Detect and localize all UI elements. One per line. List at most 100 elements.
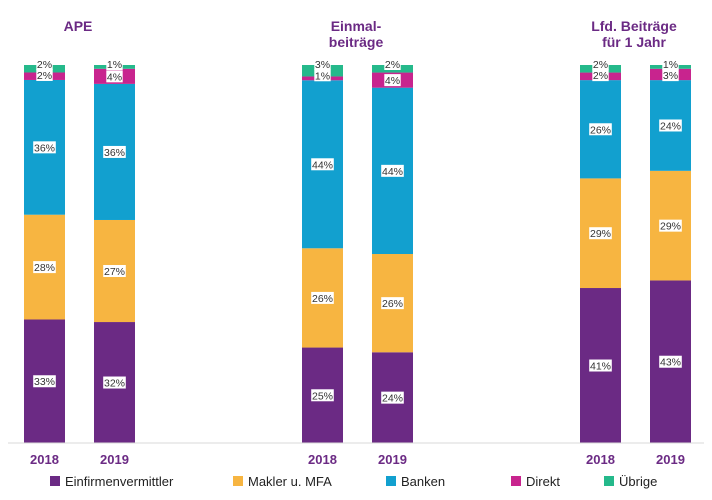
data-label-direkt-bg (384, 74, 401, 87)
data-label-makler-u-mfa-bg (381, 297, 404, 310)
data-label-banken-bg (33, 141, 56, 154)
data-label--brige-bg (314, 58, 331, 70)
group-title: Lfd. Beiträge für 1 Jahr (591, 18, 677, 50)
data-label--brige-text: 1% (663, 59, 678, 71)
data-label-makler-u-mfa: 27% (103, 265, 126, 278)
data-label-direkt-bg (36, 68, 53, 81)
data-label-direkt-bg (106, 70, 123, 83)
stacked-bar-2019: 24% 26% 44% 4% 2% (372, 58, 413, 443)
data-label--brige-text: 3% (315, 59, 330, 71)
data-label-banken-text: 24% (660, 120, 681, 132)
group-title-line: Lfd. Beiträge (591, 18, 677, 34)
data-label-einfirmenvermittler-text: 33% (34, 376, 55, 388)
data-label-einfirmenvermittler-bg (589, 359, 612, 372)
data-label-banken-bg (311, 158, 334, 171)
data-label--brige-text: 2% (37, 59, 52, 71)
data-label-makler-u-mfa-bg (659, 219, 682, 232)
data-label-direkt-bg (592, 69, 609, 82)
data-label-banken: 44% (381, 164, 404, 178)
legend: Einfirmenvermittler Makler u. MFA Banken Di… (50, 474, 657, 489)
data-label-makler-u-mfa-bg (33, 261, 56, 274)
data-label--brige: 2% (384, 58, 401, 71)
data-label-einfirmenvermittler-bg (659, 355, 682, 368)
data-label-einfirmenvermittler-text: 43% (660, 357, 681, 369)
data-label-einfirmenvermittler-text: 24% (382, 393, 403, 405)
data-label-einfirmenvermittler: 25% (311, 389, 334, 402)
data-label-banken-bg (381, 164, 404, 177)
data-label-banken: 26% (589, 123, 612, 136)
data-label--brige-bg (662, 58, 679, 70)
data-label--brige-bg (106, 58, 123, 70)
data-label-banken: 44% (311, 158, 334, 171)
data-label-makler-u-mfa: 29% (589, 227, 612, 240)
data-label-banken-bg (589, 123, 612, 136)
data-label-direkt-bg (314, 69, 331, 82)
data-label-einfirmenvermittler: 43% (659, 355, 682, 369)
legend-label: Übrige (619, 474, 657, 489)
data-label-einfirmenvermittler-bg (33, 375, 56, 388)
data-label-direkt-text: 1% (315, 70, 330, 82)
data-label-direkt: 4% (106, 70, 123, 83)
data-label-makler-u-mfa-bg (589, 227, 612, 240)
data-label-makler-u-mfa-text: 29% (590, 228, 611, 240)
data-label-einfirmenvermittler: 24% (381, 391, 404, 405)
data-label-direkt-text: 4% (385, 75, 400, 87)
x-tick-label: 2018 (586, 452, 615, 467)
data-label-banken: 24% (659, 119, 682, 132)
data-label--brige-text: 2% (593, 59, 608, 71)
legend-item-direkt: Direkt (511, 474, 560, 489)
legend-item-einfirmenvermittler: Einfirmenvermittler (50, 474, 174, 489)
x-tick-label: 2018 (30, 452, 59, 467)
data-label--brige: 2% (36, 58, 53, 71)
data-label-banken-text: 44% (312, 159, 333, 171)
data-label-makler-u-mfa-bg (311, 291, 334, 304)
legend-swatch (511, 476, 521, 486)
legend-swatch (50, 476, 60, 486)
data-label-banken: 36% (33, 141, 56, 154)
data-label-direkt-bg (662, 69, 679, 82)
legend-label: Einfirmenvermittler (65, 474, 174, 489)
data-label-makler-u-mfa-text: 28% (34, 262, 55, 274)
data-label-einfirmenvermittler-bg (311, 389, 334, 402)
data-label-banken-bg (659, 119, 682, 132)
data-label-direkt-text: 3% (663, 70, 678, 82)
data-label-makler-u-mfa-text: 26% (382, 298, 403, 310)
data-label-makler-u-mfa: 26% (311, 291, 334, 305)
data-label-direkt: 2% (36, 68, 53, 82)
legend-label: Makler u. MFA (248, 474, 332, 489)
data-label--brige-text: 1% (107, 59, 122, 71)
data-label-direkt-text: 2% (37, 70, 52, 82)
stacked-bar-2019: 43% 29% 24% 3%1% (650, 58, 691, 443)
x-tick-label: 2018 (308, 452, 337, 467)
bar-groups: APE33%28%36%2%2%201832%27%36%4%1%2019Ein… (24, 18, 691, 467)
data-label-einfirmenvermittler: 33% (33, 375, 56, 388)
stacked-bar-2018: 33% 28% 36% 2%2% (24, 58, 65, 443)
data-label--brige-bg (36, 58, 53, 70)
data-label-direkt-text: 4% (107, 71, 122, 83)
data-label-einfirmenvermittler-text: 32% (104, 378, 125, 390)
data-label--brige: 2% (592, 58, 609, 71)
data-label-banken-text: 36% (104, 147, 125, 159)
data-label--brige-bg (384, 58, 401, 70)
data-label-einfirmenvermittler: 41% (589, 359, 612, 373)
legend-label: Banken (401, 474, 445, 489)
legend-item-makler-u-mfa: Makler u. MFA (233, 474, 332, 489)
group-title-line: Einmal- (331, 18, 382, 34)
data-label-direkt: 1% (314, 69, 331, 82)
data-label-makler-u-mfa-text: 29% (660, 221, 681, 233)
bar-group-3: Lfd. Beiträge für 1 Jahr 41% 29% 26% 2%2% 2018… (580, 18, 691, 467)
legend-swatch (233, 476, 243, 486)
data-label-makler-u-mfa: 29% (659, 219, 682, 233)
data-label-banken-text: 44% (382, 166, 403, 178)
data-label-direkt: 2% (592, 69, 609, 82)
data-label-banken-text: 36% (34, 142, 55, 154)
data-label-direkt-text: 2% (593, 70, 608, 82)
data-label-makler-u-mfa-bg (103, 265, 126, 278)
data-label--brige: 1% (662, 58, 679, 71)
group-title-line: beiträge (329, 34, 384, 50)
data-label-makler-u-mfa: 28% (33, 261, 56, 274)
data-label-makler-u-mfa-text: 26% (312, 293, 333, 305)
group-title: Einmal-beiträge (329, 18, 384, 50)
data-label-einfirmenvermittler-bg (381, 391, 404, 404)
